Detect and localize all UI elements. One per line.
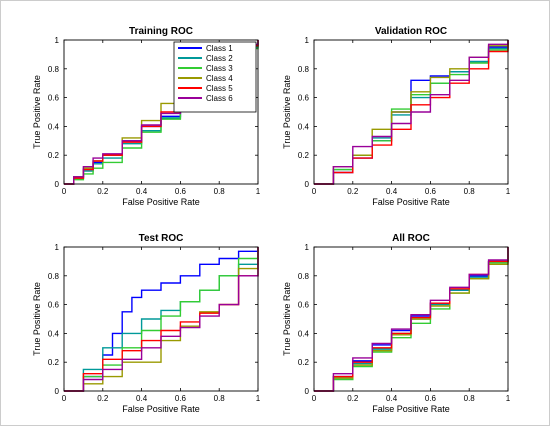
x-tick-label: 0.4 [386,187,398,196]
x-tick-label: 0.8 [214,394,226,403]
y-tick-label: 0.2 [48,358,60,367]
y-tick-label: 0.8 [48,272,60,281]
roc-panel-3: 0 0.2 0.4 0.6 0.8 1 0 0.2 0.4 0.6 0.8 1 Test ROC Fals… [32,233,261,414]
x-tick-label: 0.8 [464,187,476,196]
legend-entry: Class 5 [206,84,233,93]
y-tick-label: 0.6 [298,301,310,310]
y-tick-label: 0.6 [48,301,60,310]
series-line-6 [314,40,509,185]
y-tick-label: 0.4 [48,122,60,131]
legend-entry: Class 2 [206,54,233,63]
y-axis-label: True Positive Rate [32,282,42,356]
y-axis-label: True Positive Rate [282,282,292,356]
legend-entry: Class 6 [206,94,233,103]
series-line-5 [314,40,509,185]
y-tick-label: 1 [55,243,60,252]
y-tick-label: 0 [55,180,60,189]
x-tick-label: 0.2 [97,187,109,196]
axes-box [63,39,259,185]
series-line-6 [64,247,259,392]
legend-entry: Class 3 [206,64,233,73]
x-axis-label: False Positive Rate [122,404,200,414]
y-tick-label: 1 [305,36,310,45]
x-axis-label: False Positive Rate [372,404,450,414]
y-tick-label: 0.6 [48,94,60,103]
chart-title: All ROC [392,233,430,244]
series-line-6 [314,247,509,392]
x-tick-label: 0.4 [136,394,148,403]
tick-labels: 0 0.2 0.4 0.6 0.8 1 0 0.2 0.4 0.6 0.8 1 [298,36,511,196]
y-tick-label: 0.6 [298,94,310,103]
x-tick-label: 0.8 [464,394,476,403]
legend-entry: Class 4 [206,74,233,83]
y-tick-label: 0 [305,387,310,396]
x-axis-label: False Positive Rate [372,197,450,207]
x-tick-label: 0.8 [214,187,226,196]
series-lines [64,247,259,392]
y-tick-label: 0.8 [298,65,310,74]
axes-box [63,246,259,392]
series-lines [314,247,509,392]
y-tick-label: 0.2 [298,358,310,367]
y-tick-label: 0.8 [48,65,60,74]
y-axis-label: True Positive Rate [282,75,292,149]
y-tick-label: 0.4 [298,329,310,338]
x-tick-label: 0.2 [97,394,109,403]
axes-box [313,246,509,392]
y-tick-label: 0 [305,180,310,189]
roc-panel-4: 0 0.2 0.4 0.6 0.8 1 0 0.2 0.4 0.6 0.8 1 All ROC False… [282,233,511,414]
x-tick-label: 1 [506,394,511,403]
series-lines [314,40,509,185]
chart-title: Training ROC [129,26,193,37]
y-tick-label: 0.8 [298,272,310,281]
x-tick-label: 0.6 [175,187,187,196]
x-tick-label: 0.6 [175,394,187,403]
y-axis-label: True Positive Rate [32,75,42,149]
roc-panel-1: 0 0.2 0.4 0.6 0.8 1 0 0.2 0.4 0.6 0.8 1 Training ROC… [32,26,261,207]
x-tick-label: 1 [506,187,511,196]
y-tick-label: 1 [55,36,60,45]
x-axis-label: False Positive Rate [122,197,200,207]
x-tick-label: 0.2 [347,394,359,403]
roc-panel-2: 0 0.2 0.4 0.6 0.8 1 0 0.2 0.4 0.6 0.8 1 Validation R… [282,26,511,207]
x-tick-label: 0.2 [347,187,359,196]
x-tick-label: 1 [256,394,261,403]
y-tick-label: 0.2 [298,151,310,160]
x-tick-label: 0 [312,187,317,196]
x-tick-label: 0.6 [425,394,437,403]
legend-entry: Class 1 [206,44,233,53]
x-tick-label: 0 [62,187,67,196]
y-tick-label: 0 [55,387,60,396]
axes-box [313,39,509,185]
x-tick-label: 0.6 [425,187,437,196]
y-tick-label: 0.2 [48,151,60,160]
y-tick-label: 1 [305,243,310,252]
x-tick-label: 0 [312,394,317,403]
chart-title: Validation ROC [375,26,447,37]
x-tick-label: 0.4 [136,187,148,196]
x-tick-label: 0 [62,394,67,403]
y-tick-label: 0.4 [48,329,60,338]
chart-title: Test ROC [139,233,184,244]
x-tick-label: 1 [256,187,261,196]
x-tick-label: 0.4 [386,394,398,403]
y-tick-label: 0.4 [298,122,310,131]
